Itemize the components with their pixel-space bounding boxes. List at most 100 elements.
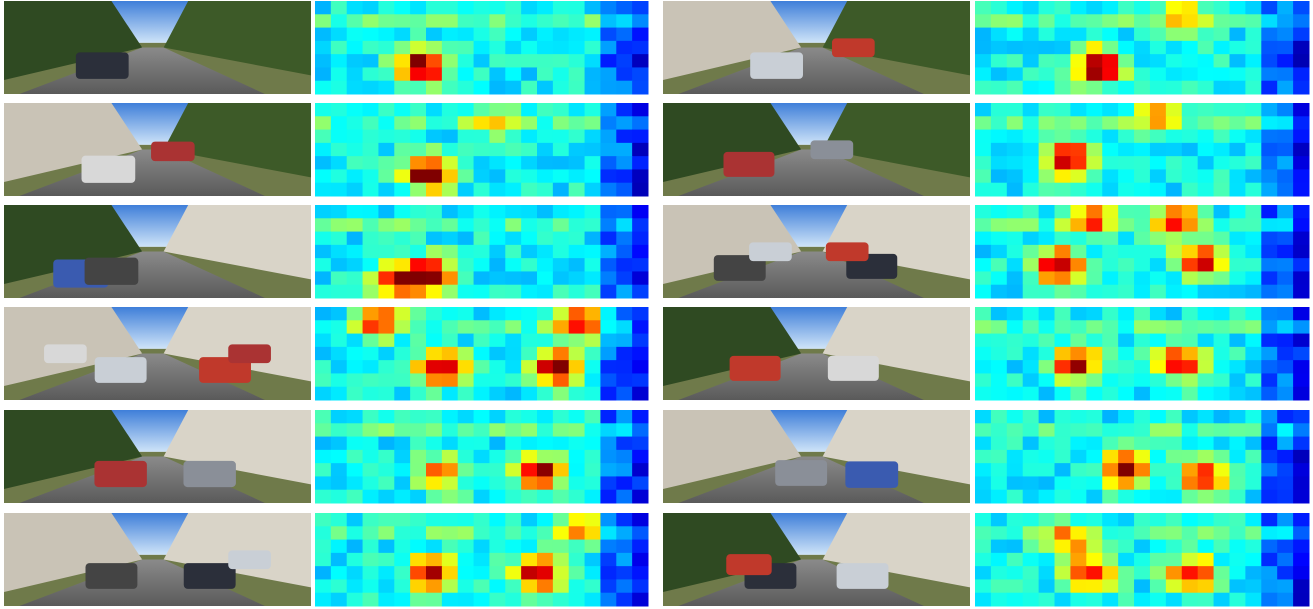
heat-cell xyxy=(1214,156,1230,170)
heat-cell xyxy=(1055,476,1071,490)
heat-cell xyxy=(1166,258,1182,272)
heat-cell xyxy=(1070,218,1086,232)
heat-cell xyxy=(1039,526,1055,540)
heat-cell xyxy=(1070,67,1086,81)
heat-cell xyxy=(1293,143,1309,157)
heat-cell xyxy=(585,320,601,334)
heat-cell xyxy=(632,553,648,567)
heat-cell xyxy=(1055,513,1071,527)
heat-cell xyxy=(426,526,442,540)
heat-cell xyxy=(1102,218,1118,232)
heat-cell xyxy=(363,476,379,490)
heat-cell xyxy=(458,67,474,81)
heat-cell xyxy=(569,463,585,477)
heat-cell xyxy=(975,67,991,81)
heat-cell xyxy=(1070,463,1086,477)
heat-cell xyxy=(1023,360,1039,374)
heat-cell xyxy=(632,169,648,183)
heat-cell xyxy=(1007,183,1023,197)
heat-cell xyxy=(1261,285,1277,299)
heat-cell xyxy=(1277,245,1293,259)
heat-cell xyxy=(1229,593,1245,607)
heat-cell xyxy=(1086,28,1102,42)
heat-cell xyxy=(616,81,632,95)
heat-cell xyxy=(1229,169,1245,183)
heat-cell xyxy=(378,116,394,130)
heat-cell xyxy=(1102,373,1118,387)
heat-cell xyxy=(1293,271,1309,285)
heat-cell xyxy=(1214,437,1230,451)
heat-cell xyxy=(537,130,553,144)
heat-cell xyxy=(1102,387,1118,401)
heat-cell xyxy=(1261,41,1277,55)
heat-cell xyxy=(632,116,648,130)
heat-cell xyxy=(600,320,616,334)
heat-cell xyxy=(426,143,442,157)
heat-cell xyxy=(315,540,331,554)
heat-cell xyxy=(1214,423,1230,437)
heat-cell xyxy=(1007,373,1023,387)
heat-cell xyxy=(426,1,442,15)
heat-cell xyxy=(410,28,426,42)
heat-cell xyxy=(1166,347,1182,361)
heat-cell xyxy=(1198,285,1214,299)
heat-cell xyxy=(442,205,458,219)
heat-cell xyxy=(537,437,553,451)
heat-cell xyxy=(600,205,616,219)
heat-cell xyxy=(975,245,991,259)
heat-cell xyxy=(505,285,521,299)
heat-cell xyxy=(1229,373,1245,387)
heat-cell xyxy=(474,169,490,183)
heat-cell xyxy=(1086,156,1102,170)
car xyxy=(151,142,195,162)
heat-cell xyxy=(585,513,601,527)
heat-cell xyxy=(616,334,632,348)
heat-cell xyxy=(410,67,426,81)
heat-cell xyxy=(489,566,505,580)
heat-cell xyxy=(616,28,632,42)
heat-cell xyxy=(1166,232,1182,246)
heat-cell xyxy=(1055,41,1071,55)
heat-cell xyxy=(1214,271,1230,285)
heat-cell xyxy=(347,143,363,157)
heat-cell xyxy=(537,593,553,607)
heat-cell xyxy=(410,285,426,299)
heat-cell xyxy=(1198,387,1214,401)
heat-cell xyxy=(331,463,347,477)
heat-cell xyxy=(1214,463,1230,477)
heat-cell xyxy=(1293,28,1309,42)
heat-cell xyxy=(1293,463,1309,477)
heat-cell xyxy=(442,476,458,490)
heat-cell xyxy=(1277,513,1293,527)
heat-cell xyxy=(1007,334,1023,348)
heat-cell xyxy=(347,258,363,272)
heat-cell xyxy=(1070,540,1086,554)
heat-cell xyxy=(1086,307,1102,321)
heat-cell xyxy=(553,450,569,464)
heat-cell xyxy=(474,28,490,42)
heat-cell xyxy=(537,81,553,95)
heat-cell xyxy=(378,81,394,95)
heat-cell xyxy=(315,566,331,580)
street-photo xyxy=(663,1,970,94)
heat-cell xyxy=(394,566,410,580)
heat-cell xyxy=(585,360,601,374)
heat-cell xyxy=(1086,490,1102,504)
heat-cell xyxy=(442,103,458,117)
heat-cell xyxy=(1245,307,1261,321)
car xyxy=(44,344,87,363)
heat-cell xyxy=(410,334,426,348)
heat-cell xyxy=(1261,437,1277,451)
heat-cell xyxy=(426,476,442,490)
heat-cell xyxy=(474,54,490,68)
heat-cell xyxy=(410,54,426,68)
heat-cell xyxy=(331,513,347,527)
heat-cell xyxy=(1070,373,1086,387)
heat-cell xyxy=(1245,526,1261,540)
heat-cell xyxy=(569,423,585,437)
heat-cell xyxy=(1134,387,1150,401)
heat-cell xyxy=(600,513,616,527)
heat-cell xyxy=(537,423,553,437)
heat-cell xyxy=(394,320,410,334)
heat-cell xyxy=(378,360,394,374)
